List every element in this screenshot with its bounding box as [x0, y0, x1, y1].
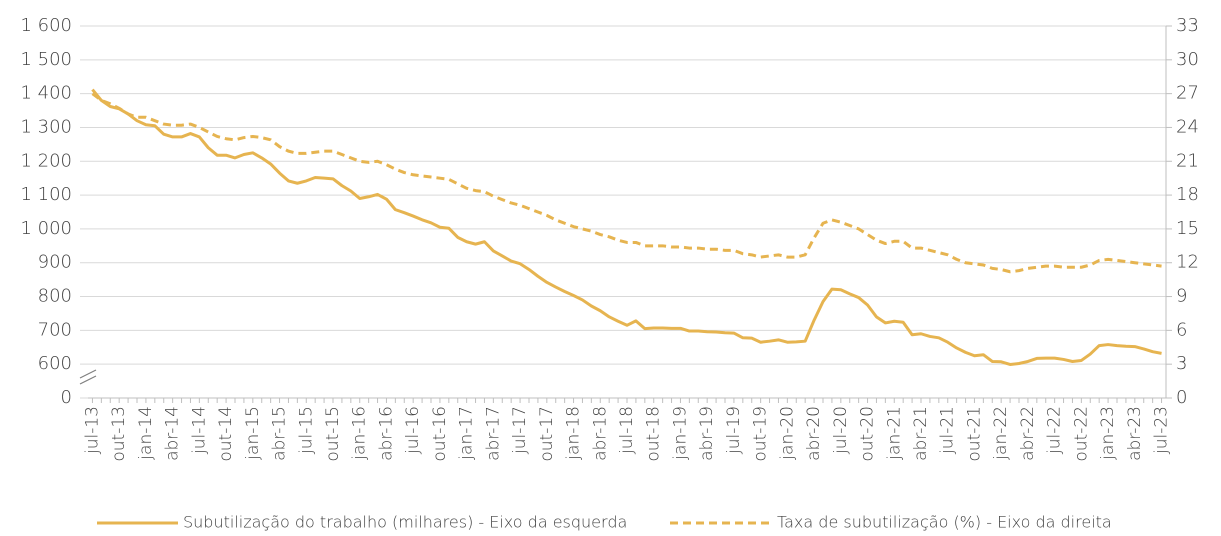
- y-tick-label: 1 200: [20, 150, 72, 171]
- x-tick-label: abr-15: [270, 406, 290, 461]
- x-tick-label: jul-19: [724, 406, 744, 455]
- x-tick-label: out-18: [644, 406, 664, 462]
- x-tick-label: abr-20: [804, 406, 824, 461]
- legend-label: Subutilização do trabalho (milhares) - E…: [183, 513, 627, 532]
- x-tick-label: abr-14: [163, 406, 183, 461]
- x-tick-label: abr-22: [1018, 406, 1038, 461]
- y2-tick-label: 30: [1176, 49, 1199, 70]
- y2-tick-label: 21: [1176, 150, 1199, 171]
- y2-tick-label: 33: [1176, 15, 1199, 36]
- y-tick-label: 1 100: [20, 184, 72, 205]
- x-tick-label: out-16: [430, 406, 450, 462]
- x-tick-label: jul-17: [510, 406, 530, 455]
- y-tick-label: 900: [38, 252, 72, 273]
- x-tick-label: jan-20: [777, 406, 797, 461]
- series-line: [91, 88, 1162, 366]
- x-tick-label: jan-19: [670, 406, 690, 461]
- x-tick-label: jul-13: [82, 406, 102, 455]
- x-tick-label: out-15: [323, 406, 343, 462]
- series-line: [91, 92, 1162, 274]
- y2-tick-label: 9: [1176, 286, 1187, 307]
- x-tick-label: out-21: [964, 406, 984, 462]
- x-tick-label: abr-19: [697, 406, 717, 461]
- x-tick-label: jan-21: [884, 406, 904, 461]
- x-tick-label: jan-15: [243, 406, 263, 461]
- legend-label: Taxa de subutilização (%) - Eixo da dire…: [777, 513, 1112, 532]
- x-tick-label: jan-23: [1098, 406, 1118, 461]
- x-tick-label: jan-14: [136, 406, 156, 461]
- x-tick-label: out-14: [216, 406, 236, 462]
- y-tick-label: 700: [38, 319, 72, 340]
- y-tick-label: 1 000: [20, 218, 72, 239]
- x-tick-label: jul-20: [831, 406, 851, 455]
- y2-tick-label: 15: [1176, 218, 1199, 239]
- y-tick-label: 600: [38, 353, 72, 374]
- x-tick-label: jul-22: [1045, 406, 1065, 455]
- axis-break: [79, 369, 97, 385]
- x-tick-label: abr-16: [376, 406, 396, 461]
- x-tick-label: jan-18: [564, 406, 584, 461]
- y-tick-label: 1 600: [20, 15, 72, 36]
- x-tick-label: jul-16: [403, 406, 423, 455]
- x-tick-label: abr-18: [590, 406, 610, 461]
- x-tick-label: jul-15: [296, 406, 316, 455]
- x-tick-label: jan-22: [991, 406, 1011, 461]
- x-tick-label: out-19: [751, 406, 771, 462]
- x-tick-label: out-20: [858, 406, 878, 462]
- x-tick-label: jan-16: [350, 406, 370, 461]
- y2-tick-label: 27: [1176, 83, 1199, 104]
- x-tick-label: jan-17: [457, 406, 477, 461]
- y2-tick-label: 18: [1176, 184, 1199, 205]
- x-tick-label: out-17: [537, 406, 557, 462]
- x-tick-label: jul-23: [1152, 406, 1172, 455]
- y-tick-label: 800: [38, 286, 72, 307]
- x-tick-label: jul-21: [938, 406, 958, 455]
- x-tick-label: jul-14: [189, 406, 209, 455]
- y-tick-label: 1 300: [20, 116, 72, 137]
- y2-tick-label: 6: [1176, 319, 1187, 340]
- x-tick-label: out-13: [109, 406, 129, 462]
- y-tick-label: 1 400: [20, 83, 72, 104]
- x-tick-label: abr-17: [483, 406, 503, 461]
- y-tick-label: 1 500: [20, 49, 72, 70]
- y2-tick-label: 24: [1176, 116, 1199, 137]
- x-tick-label: abr-23: [1125, 406, 1145, 461]
- y2-tick-label: 12: [1176, 252, 1199, 273]
- y2-tick-label: 3: [1176, 353, 1187, 374]
- x-tick-label: abr-21: [911, 406, 931, 461]
- x-tick-label: out-22: [1071, 406, 1091, 462]
- y-tick-label: 0: [61, 387, 72, 408]
- y2-tick-label: 0: [1176, 387, 1187, 408]
- x-tick-label: jul-18: [617, 406, 637, 455]
